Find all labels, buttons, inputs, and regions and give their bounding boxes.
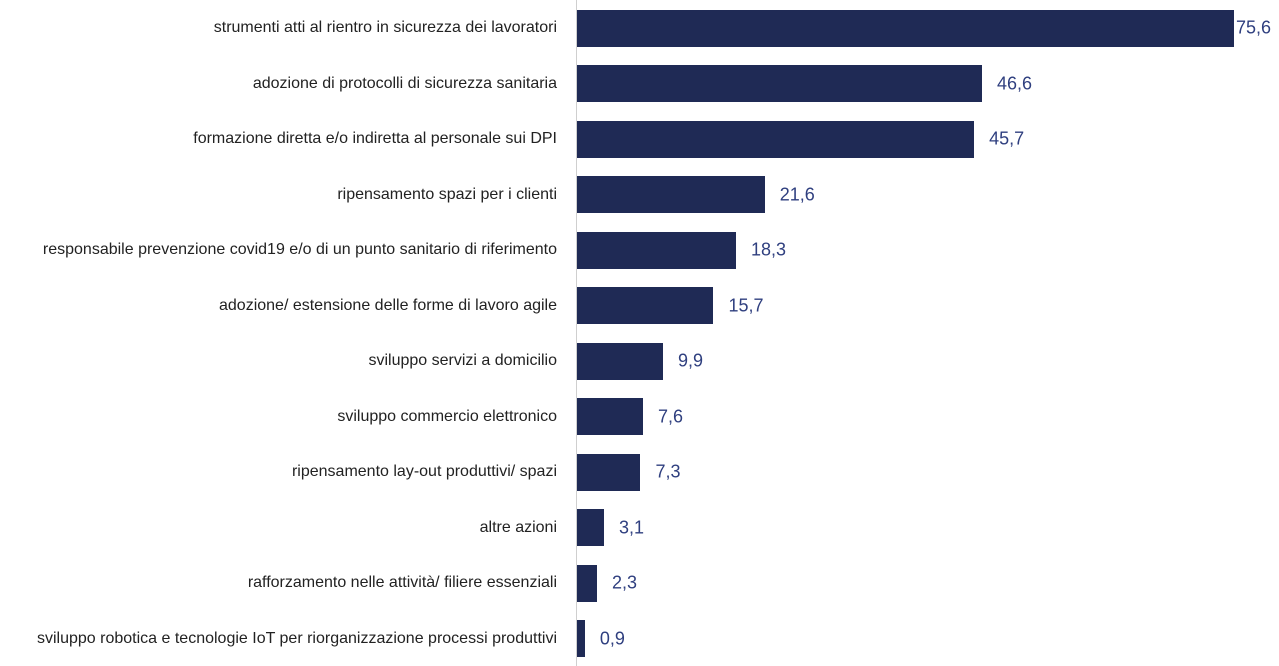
category-label: sviluppo commercio elettronico <box>337 407 557 425</box>
category-label: ripensamento spazi per i clienti <box>337 185 557 203</box>
value-label: 7,3 <box>655 461 681 482</box>
bar <box>577 564 597 602</box>
category-label: sviluppo servizi a domicilio <box>368 352 557 369</box>
axis-line <box>576 0 577 666</box>
value-label: 3,1 <box>618 517 644 537</box>
bar <box>577 342 664 380</box>
bar <box>577 9 1234 47</box>
category-label: altre azioni <box>479 518 557 536</box>
bar <box>577 509 604 546</box>
value-label: 15,7 <box>728 295 764 315</box>
category-label: sviluppo robotica e tecnologie IoT per r… <box>37 629 557 647</box>
value-label: 0,9 <box>599 628 625 648</box>
category-label: strumenti atti al rientro in sicurezza d… <box>213 19 557 36</box>
bar <box>577 120 975 158</box>
value-label: 2,3 <box>611 572 638 593</box>
value-label: 46,6 <box>996 73 1033 93</box>
bar <box>577 231 737 269</box>
category-label: formazione diretta e/o indiretta al pers… <box>193 130 557 147</box>
category-label: rafforzamento nelle attività/ filiere es… <box>247 574 557 591</box>
value-label: 21,6 <box>779 184 815 204</box>
value-label: 7,6 <box>658 406 684 426</box>
bar <box>577 65 982 102</box>
value-label: 9,9 <box>678 350 704 371</box>
bar <box>577 287 714 324</box>
bar <box>577 398 644 435</box>
category-label: adozione di protocolli di sicurezza sani… <box>252 74 557 92</box>
value-label: 45,7 <box>989 128 1025 149</box>
bar <box>577 453 641 491</box>
category-label: adozione/ estensione delle forme di lavo… <box>219 296 557 314</box>
bar <box>577 620 585 657</box>
value-label: 75,6 <box>1236 17 1272 38</box>
value-label: 18,3 <box>751 239 787 260</box>
category-label: responsabile prevenzione covid19 e/o di … <box>42 241 557 258</box>
bar <box>577 176 765 213</box>
category-label: ripensamento lay-out produttivi/ spazi <box>291 463 557 480</box>
